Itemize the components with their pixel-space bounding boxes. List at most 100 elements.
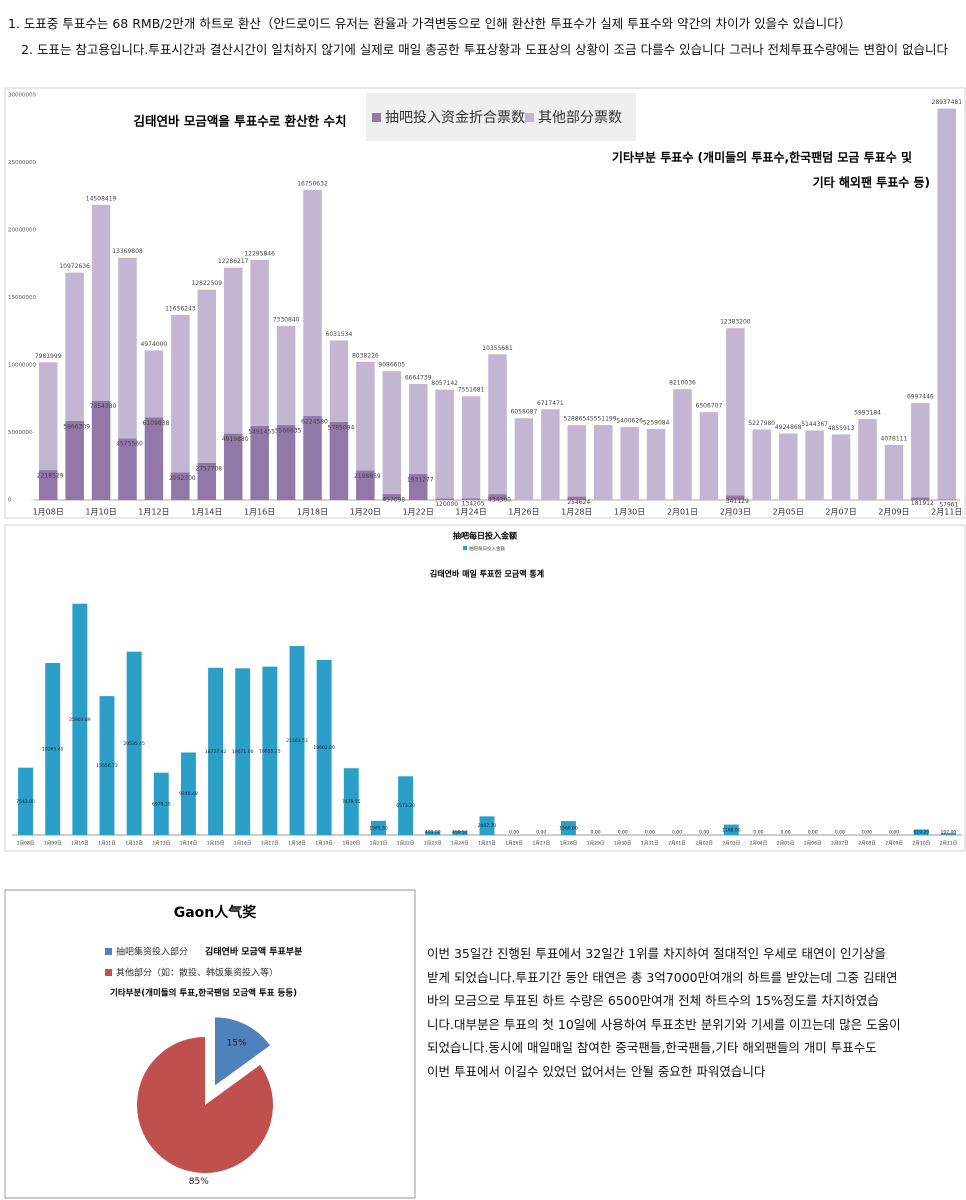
x-tick-label: 1月14日	[191, 508, 222, 517]
x-tick-label: 2月05日	[777, 841, 795, 847]
bar-segment	[937, 108, 957, 500]
bar-segment	[726, 495, 745, 500]
x-tick-label: 1月30日	[614, 508, 645, 517]
value-label: 2757708	[195, 465, 222, 472]
value-label: 4919880	[222, 436, 249, 443]
x-tick-label: 1月28日	[561, 508, 592, 517]
value-label: 15556.73	[96, 763, 118, 769]
bar-segment	[91, 204, 111, 401]
value-label: 19265.45	[42, 746, 64, 752]
value-label: 5866309	[63, 423, 90, 430]
bar-segment	[805, 430, 824, 500]
x-tick-label: 1月11日	[98, 841, 116, 847]
bar	[452, 830, 468, 835]
y-tick-label: 20000000	[8, 228, 36, 234]
x-tick-label: 1月12日	[125, 841, 143, 847]
value-label: 0.00	[862, 830, 872, 836]
bar	[18, 767, 34, 835]
bar-segment	[488, 494, 507, 500]
bar	[479, 816, 495, 835]
legend-label: 抽吧每日投入金额	[469, 545, 505, 552]
value-label: 6573.20	[396, 803, 415, 809]
value-label: 15%	[227, 1038, 247, 1048]
value-label: 197.00	[941, 830, 957, 836]
value-label: 5144367	[801, 421, 828, 428]
bar	[723, 824, 739, 835]
bar-segment	[118, 257, 137, 439]
value-label: 6058087	[511, 409, 538, 416]
bar-segment	[541, 409, 560, 500]
value-label: 12286217	[218, 258, 249, 265]
value-label: 9240.48	[179, 791, 198, 797]
bar-segment	[726, 328, 745, 496]
value-label: 57961	[939, 502, 958, 509]
bar-segment	[567, 496, 587, 500]
x-tick-label: 2月05日	[773, 508, 804, 517]
value-label: 5491455	[248, 428, 275, 435]
value-label: 120000	[435, 501, 458, 508]
bar-segment	[356, 361, 375, 471]
bar	[99, 696, 115, 835]
x-tick-label: 1月20日	[350, 508, 381, 517]
bar	[262, 666, 278, 835]
value-label: 20535.45	[123, 741, 145, 747]
legend-swatch	[105, 969, 112, 976]
value-label: 14508419	[86, 195, 117, 202]
bar-segment	[646, 429, 666, 500]
x-tick-label: 1月17日	[261, 841, 279, 847]
value-label: 19602.00	[313, 745, 335, 751]
value-label: 341129	[726, 498, 749, 505]
value-label: 254624	[567, 499, 590, 506]
bar	[235, 668, 251, 835]
bar-segment	[65, 420, 84, 500]
annotation: 김태연바 매일 투표한 모금액 통계	[430, 569, 544, 579]
bar-segment	[488, 354, 507, 495]
value-label: 2052300	[169, 475, 196, 482]
bar-segment	[329, 421, 349, 500]
annotation: 김태연바 모금액 투표부분	[205, 946, 302, 958]
value-label: 0.00	[591, 830, 601, 836]
legend-swatch	[525, 113, 534, 122]
paragraph-line: 바의 모금으로 투표된 하트 수량은 6500만여개 전체 하트수의 15%정도…	[427, 993, 879, 1008]
value-label: 6224580	[301, 418, 328, 425]
bar	[560, 821, 576, 835]
value-label: 16750632	[297, 180, 328, 187]
value-label: 8210036	[669, 380, 696, 387]
pie-slice	[136, 1037, 273, 1173]
value-label: 6997446	[907, 394, 934, 401]
value-label: 85%	[189, 1177, 209, 1187]
bar	[72, 603, 88, 835]
value-label: 12383200	[720, 319, 751, 326]
bar-segment	[197, 289, 217, 463]
value-label: 6664739	[405, 374, 432, 381]
legend-box	[366, 93, 636, 141]
value-label: 0.00	[672, 830, 682, 836]
y-tick-label: 10000000	[8, 363, 36, 369]
x-tick-label: 1月31日	[641, 841, 659, 847]
bar-segment	[303, 415, 322, 500]
bar-segment	[699, 412, 719, 500]
x-tick-label: 1月22日	[397, 841, 415, 847]
value-label: 11656243	[165, 305, 196, 312]
value-label: 0.00	[645, 830, 655, 836]
x-tick-label: 2月10日	[912, 841, 930, 847]
value-label: 5227980	[748, 420, 775, 427]
y-tick-label: 30000000	[8, 93, 36, 99]
bar-segment	[752, 429, 772, 500]
value-label: 18671.00	[232, 749, 254, 755]
x-tick-label: 1月09日	[44, 841, 62, 847]
value-label: 6717471	[537, 400, 564, 407]
bar	[316, 659, 332, 835]
bar	[45, 662, 61, 835]
value-label: 0.00	[835, 830, 845, 836]
value-label: 28937481	[932, 99, 963, 106]
x-tick-label: 1月10日	[71, 841, 89, 847]
value-label: 1585.50	[369, 825, 388, 831]
x-tick-label: 1月21日	[370, 841, 388, 847]
x-tick-label: 1月18日	[297, 508, 328, 517]
x-tick-label: 1月18日	[288, 841, 306, 847]
value-label: 1560.00	[559, 826, 578, 832]
value-label: 4575560	[116, 441, 143, 448]
value-label: 7354380	[90, 403, 117, 410]
